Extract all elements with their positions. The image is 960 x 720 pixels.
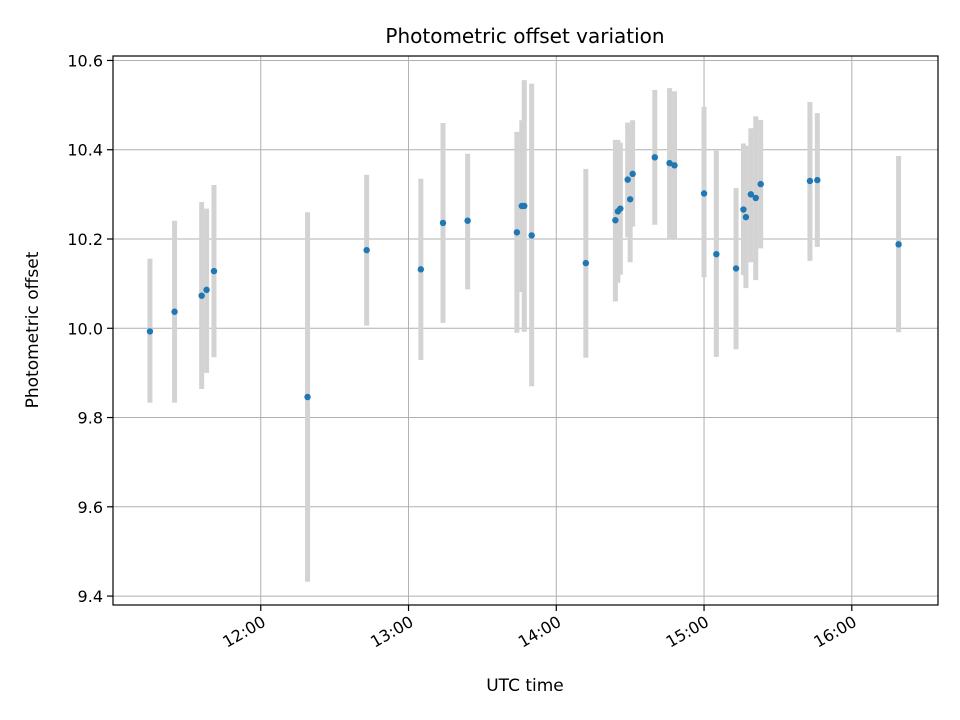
data-point <box>363 246 370 254</box>
data-point <box>671 162 678 169</box>
data-point <box>171 308 178 315</box>
y-axis-ticks: 9.4 9.6 9.8 10.0 10.2 10.4 10.6 <box>67 51 113 606</box>
data-point <box>732 265 740 272</box>
data-point <box>210 267 218 275</box>
data-point <box>304 393 311 401</box>
data-point <box>740 206 747 213</box>
x-tick-label: 15:00 <box>663 612 712 652</box>
data-point <box>582 259 590 267</box>
data-point <box>757 180 764 188</box>
data-point <box>651 154 658 161</box>
plot-frame <box>112 55 939 606</box>
x-axis-title: UTC time <box>486 676 564 696</box>
data-point <box>624 176 631 183</box>
data-point <box>203 286 210 294</box>
data-point <box>747 191 755 198</box>
data-point <box>617 205 624 212</box>
x-axis-ticks: 12:00 13:00 14:00 15:00 16:00 <box>219 605 860 652</box>
data-point <box>513 229 521 236</box>
data-point <box>521 202 528 210</box>
data-point <box>713 250 720 258</box>
x-tick-label: 14:00 <box>515 612 564 652</box>
data-point <box>629 170 636 178</box>
x-tick-label: 16:00 <box>810 612 859 652</box>
y-tick-label: 10.0 <box>67 319 103 338</box>
data-point <box>626 196 634 203</box>
y-tick-label: 9.6 <box>78 498 103 517</box>
data-point <box>146 328 154 335</box>
x-tick-label: 12:00 <box>219 612 268 652</box>
data-point <box>806 177 814 185</box>
data-point <box>464 217 471 224</box>
data-point <box>528 232 535 239</box>
data-point <box>439 219 447 227</box>
x-tick-label: 13:00 <box>367 612 416 652</box>
chart-title: Photometric offset variation <box>385 24 664 48</box>
data-point <box>814 176 821 184</box>
data-point <box>895 241 902 248</box>
data-point <box>700 190 708 197</box>
y-tick-label: 9.8 <box>78 409 103 428</box>
data-points <box>146 154 902 401</box>
data-point <box>742 213 750 221</box>
y-tick-label: 10.4 <box>67 141 103 160</box>
y-tick-label: 9.4 <box>78 587 103 606</box>
y-axis-title: Photometric offset <box>23 251 43 408</box>
y-tick-label: 10.6 <box>67 51 103 70</box>
data-point <box>752 194 759 202</box>
data-point <box>666 159 673 167</box>
data-point <box>417 266 425 273</box>
data-point <box>612 217 619 224</box>
y-tick-label: 10.2 <box>67 230 103 249</box>
data-point <box>198 292 205 299</box>
